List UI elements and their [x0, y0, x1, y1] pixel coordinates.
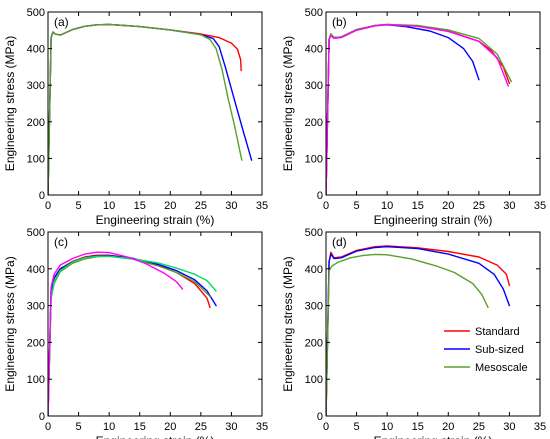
series-line-1	[48, 254, 211, 416]
plot-frame	[325, 231, 541, 417]
series-line-3	[48, 255, 211, 416]
panel-c: 0 5 10 15 20 25 30 35 0 100 200 300 400 500 Engineerin…	[3, 227, 268, 439]
series-line-1	[326, 245, 511, 416]
x-tick-label: 30	[503, 200, 515, 212]
series-line-2	[48, 23, 253, 195]
x-tick-label: 20	[442, 200, 454, 212]
x-tick-label: 15	[412, 200, 424, 212]
plot-frame	[325, 11, 541, 196]
y-tick-label: 100	[27, 153, 45, 165]
y-tick-label: 200	[305, 117, 323, 129]
x-tick-label: 25	[473, 200, 485, 212]
x-tick-label: 5	[354, 421, 360, 433]
panel-label: (c)	[54, 235, 68, 249]
series-line-5	[48, 251, 184, 416]
y-tick-label: 400	[27, 44, 45, 56]
y-tick-label: 400	[305, 44, 323, 56]
x-tick-label: 30	[503, 421, 515, 433]
panel-a: 0 5 10 15 20 25 30 35 0 100 200 300 400 500 Engineerin…	[3, 7, 268, 227]
y-tick-label: 200	[305, 337, 323, 349]
x-tick-label: 20	[442, 421, 454, 433]
y-tick-label: 400	[305, 264, 323, 276]
legend: Standard Sub-sized Mesoscale	[444, 326, 528, 374]
x-tick-label: 10	[381, 421, 393, 433]
x-tick-label: 20	[164, 200, 176, 212]
y-tick-label: 200	[27, 337, 45, 349]
plot-frame	[47, 231, 263, 417]
x-tick-label: 0	[45, 421, 51, 433]
series-line-4	[326, 24, 509, 195]
y-axis-title: Engineering stress (MPa)	[281, 36, 295, 171]
y-tick-label: 100	[305, 153, 323, 165]
x-tick-label: 25	[473, 421, 485, 433]
y-axis-title: Engineering stress (MPa)	[3, 36, 17, 171]
x-tick-label: 5	[76, 200, 82, 212]
x-tick-label: 25	[195, 421, 207, 433]
legend-label: Standard	[475, 326, 520, 338]
plot-frame	[47, 11, 263, 196]
y-axis-title: Engineering stress (MPa)	[281, 256, 295, 391]
x-axis-title: Engineering strain (%)	[374, 213, 493, 227]
x-tick-label: 10	[103, 421, 115, 433]
series-line-1	[326, 23, 511, 195]
y-tick-label: 100	[305, 374, 323, 386]
series-line-2	[326, 24, 480, 195]
x-tick-label: 30	[225, 421, 237, 433]
y-tick-label: 0	[39, 190, 45, 202]
series-line-3	[326, 23, 512, 195]
x-tick-label: 15	[134, 200, 146, 212]
y-tick-label: 300	[27, 301, 45, 313]
x-tick-label: 35	[256, 421, 268, 433]
x-tick-label: 30	[225, 200, 237, 212]
y-tick-label: 500	[305, 227, 323, 239]
legend-label: Mesoscale	[475, 362, 528, 374]
legend-label: Sub-sized	[475, 344, 524, 356]
x-axis-title: Engineering strain (%)	[374, 434, 493, 439]
panel-d: 0 5 10 15 20 25 30 35 0 100 200 300 400 500 Engineerin…	[281, 227, 546, 439]
x-axis-title: Engineering strain (%)	[96, 213, 215, 227]
x-tick-label: 0	[323, 421, 329, 433]
x-tick-label: 25	[195, 200, 207, 212]
x-tick-label: 0	[323, 200, 329, 212]
y-tick-label: 500	[305, 7, 323, 19]
x-tick-label: 0	[45, 200, 51, 212]
x-tick-label: 5	[76, 421, 82, 433]
y-tick-label: 200	[27, 117, 45, 129]
x-tick-label: 5	[354, 200, 360, 212]
y-tick-label: 100	[27, 374, 45, 386]
y-axis-title: Engineering stress (MPa)	[3, 256, 17, 391]
y-tick-label: 500	[27, 7, 45, 19]
x-tick-label: 15	[134, 421, 146, 433]
y-tick-label: 400	[27, 264, 45, 276]
series-line-4	[48, 255, 217, 416]
y-tick-label: 0	[39, 411, 45, 423]
series-line-1	[48, 23, 242, 195]
y-tick-label: 300	[305, 80, 323, 92]
x-tick-label: 35	[534, 200, 546, 212]
y-tick-label: 500	[27, 227, 45, 239]
y-tick-label: 300	[305, 301, 323, 313]
series-line-3	[326, 253, 489, 416]
panel-label: (a)	[54, 15, 69, 29]
y-tick-label: 0	[317, 190, 323, 202]
x-tick-label: 20	[164, 421, 176, 433]
x-axis-title: Engineering strain (%)	[96, 434, 215, 439]
x-tick-label: 10	[103, 200, 115, 212]
series-line-3	[48, 23, 243, 195]
panel-label: (b)	[332, 15, 347, 29]
y-tick-label: 300	[27, 80, 45, 92]
panel-label: (d)	[332, 235, 347, 249]
panel-b: 0 5 10 15 20 25 30 35 0 100 200 300 400 500 Engineerin…	[281, 7, 546, 227]
x-tick-label: 35	[256, 200, 268, 212]
series-line-2	[326, 246, 511, 416]
x-tick-label: 15	[412, 421, 424, 433]
x-tick-label: 35	[534, 421, 546, 433]
x-tick-label: 10	[381, 200, 393, 212]
y-tick-label: 0	[317, 411, 323, 423]
